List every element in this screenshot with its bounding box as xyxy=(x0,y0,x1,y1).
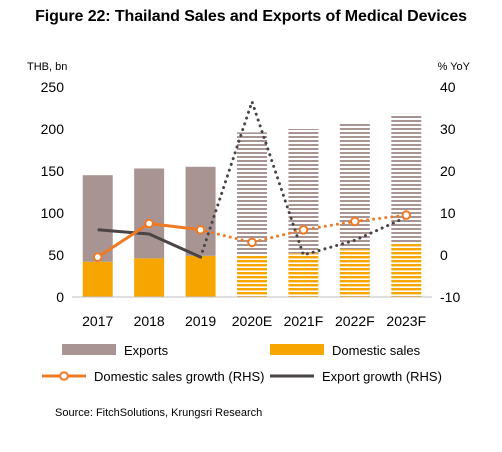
x-tick-label: 2017 xyxy=(82,313,113,329)
x-tick-label: 2021F xyxy=(284,313,324,329)
export-growth-line-forecast xyxy=(199,96,408,259)
bar-exports xyxy=(391,113,422,245)
y-axis-label: THB, bn xyxy=(27,61,67,73)
y2-tick-label: 20 xyxy=(440,163,456,179)
y-tick-label: 150 xyxy=(41,163,65,179)
bar-domestic-sales xyxy=(134,258,165,297)
bar-exports xyxy=(82,175,113,262)
export-growth-line-actual xyxy=(97,228,202,259)
bar-domestic-sales xyxy=(82,261,113,297)
domestic-growth-line-marker xyxy=(92,252,103,262)
y2-tick-label: 40 xyxy=(440,79,456,95)
y2-tick-label: 30 xyxy=(440,121,456,137)
bar-domestic-sales xyxy=(288,253,319,297)
legend-label: Export growth (RHS) xyxy=(322,369,442,384)
bar-exports xyxy=(237,132,267,255)
bar-domestic-sales xyxy=(185,255,216,297)
legend-swatch-bar-domestic xyxy=(270,344,324,355)
y-tick-label: 50 xyxy=(48,247,64,263)
x-tick-label: 2019 xyxy=(185,313,216,329)
y-tick-label: 100 xyxy=(41,205,65,221)
figure-title: Figure 22: Thailand Sales and Exports of… xyxy=(35,8,467,25)
legend-label: Exports xyxy=(124,343,169,358)
legend-swatch-bar-exports xyxy=(62,344,116,355)
y2-tick-label: 10 xyxy=(440,205,456,221)
x-tick-label: 2022F xyxy=(335,313,375,329)
bar-exports xyxy=(134,168,165,259)
bar-exports xyxy=(288,129,319,254)
domestic-growth-line-marker xyxy=(144,218,154,229)
y-tick-label: 200 xyxy=(41,121,65,137)
y-tick-label: 250 xyxy=(41,79,65,95)
bar-domestic-sales xyxy=(237,255,267,297)
bar-exports xyxy=(339,123,370,250)
x-tick-label: 2018 xyxy=(134,313,165,329)
bar-exports xyxy=(185,166,216,256)
legend-marker xyxy=(59,371,69,381)
source-note: Source: FitchSolutions, Krungsri Researc… xyxy=(55,407,262,419)
y2-tick-label: -10 xyxy=(440,289,460,305)
legend-label: Domestic sales growth (RHS) xyxy=(94,369,265,384)
domestic-growth-line-forecast xyxy=(199,213,408,244)
x-tick-label: 2023F xyxy=(386,313,426,329)
bar-domestic-sales xyxy=(391,244,422,297)
domestic-growth-line-marker xyxy=(350,216,360,227)
y2-tick-label: 0 xyxy=(440,247,448,263)
y2-axis-label: % YoY xyxy=(438,61,471,73)
domestic-growth-line-marker xyxy=(401,210,412,220)
domestic-growth-line-marker xyxy=(298,225,309,235)
legend-label: Domestic sales xyxy=(332,343,421,358)
bar-domestic-sales xyxy=(339,249,370,297)
domestic-growth-line-marker xyxy=(247,237,257,248)
domestic-growth-line-marker xyxy=(195,225,206,235)
y-tick-label: 0 xyxy=(56,289,64,305)
x-tick-label: 2020E xyxy=(232,313,272,329)
